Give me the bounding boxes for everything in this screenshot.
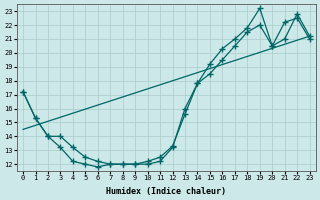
X-axis label: Humidex (Indice chaleur): Humidex (Indice chaleur) — [106, 187, 226, 196]
